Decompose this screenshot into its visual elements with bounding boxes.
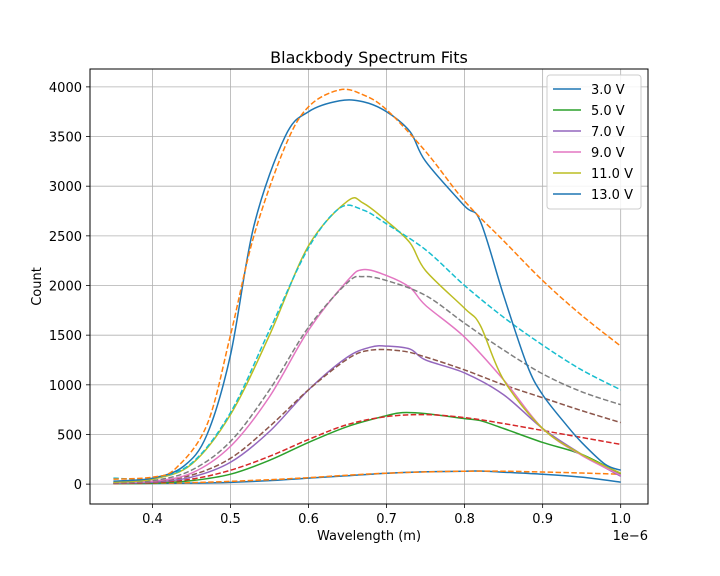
y-tick-label: 3500 bbox=[49, 131, 82, 146]
x-tick-label: 0.7 bbox=[376, 512, 397, 527]
y-tick-label: 4000 bbox=[49, 81, 82, 96]
y-tick-label: 0 bbox=[74, 478, 82, 493]
chart-title: Blackbody Spectrum Fits bbox=[270, 48, 468, 67]
y-tick-label: 2000 bbox=[49, 280, 82, 295]
series-line-2 bbox=[113, 411, 622, 485]
x-tick-label: 1.0 bbox=[610, 512, 631, 527]
y-axis-label: Count bbox=[30, 267, 45, 306]
legend-label: 13.0 V bbox=[591, 188, 633, 203]
y-axis-ticks: 0 500 1000 1500 2000 2500 3000 3500 4000 bbox=[49, 81, 90, 493]
series-line-4 bbox=[113, 345, 622, 484]
legend-label: 3.0 V bbox=[591, 83, 625, 98]
y-tick-label: 3000 bbox=[49, 180, 82, 195]
fit-line-7 bbox=[113, 275, 621, 484]
y-tick-label: 1500 bbox=[49, 329, 82, 344]
series-layer bbox=[113, 88, 622, 485]
grid bbox=[90, 69, 648, 504]
x-tick-label: 0.5 bbox=[220, 512, 241, 527]
series-line-6 bbox=[113, 268, 622, 484]
y-tick-label: 500 bbox=[57, 428, 82, 443]
legend-box bbox=[546, 74, 642, 210]
legend-label: 9.0 V bbox=[591, 146, 625, 161]
y-tick-label: 2500 bbox=[49, 230, 82, 245]
x-tick-label: 0.9 bbox=[532, 512, 553, 527]
fit-line-11 bbox=[113, 88, 622, 480]
legend-label: 11.0 V bbox=[591, 167, 633, 182]
legend: 3.0 V 5.0 V 7.0 V 9.0 V 11.0 V 13.0 V bbox=[546, 74, 642, 210]
fit-line-5 bbox=[113, 348, 621, 484]
series-line-10 bbox=[113, 99, 621, 482]
fit-line-1 bbox=[113, 470, 621, 485]
legend-label: 7.0 V bbox=[591, 125, 625, 140]
x-axis-ticks: 0.4 0.5 0.6 0.7 0.8 0.9 1.0 bbox=[142, 504, 631, 527]
plot-frame bbox=[89, 68, 649, 505]
fit-line-9 bbox=[113, 204, 622, 481]
x-axis-offset-label: 1e−6 bbox=[613, 529, 648, 544]
x-axis-label: Wavelength (m) bbox=[317, 529, 421, 544]
x-tick-label: 0.4 bbox=[142, 512, 163, 527]
x-tick-label: 0.6 bbox=[298, 512, 319, 527]
y-tick-label: 1000 bbox=[49, 379, 82, 394]
x-tick-label: 0.8 bbox=[454, 512, 475, 527]
legend-label: 5.0 V bbox=[591, 104, 625, 119]
series-line-8 bbox=[113, 196, 622, 483]
fit-line-3 bbox=[113, 413, 621, 485]
